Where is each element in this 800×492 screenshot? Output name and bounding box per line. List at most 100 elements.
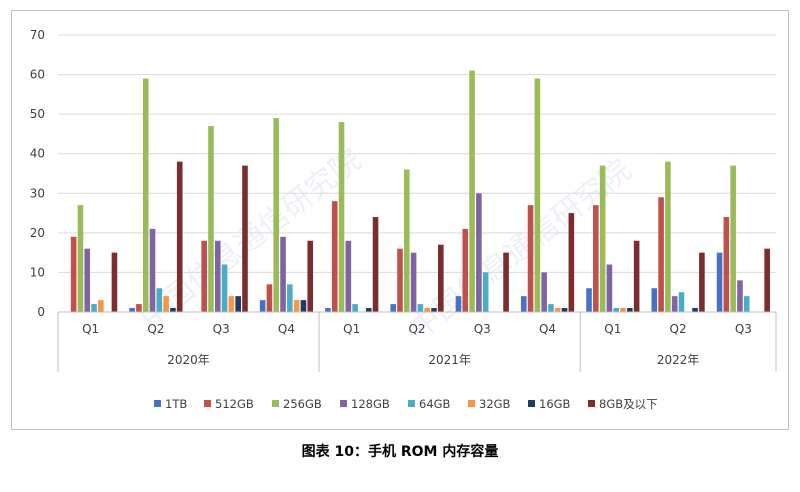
y-tick-label: 0 <box>37 305 45 319</box>
x-tick-label: Q2 <box>147 322 164 336</box>
bar <box>527 205 534 312</box>
legend-label: 1TB <box>165 397 187 411</box>
bar <box>482 272 489 312</box>
bar <box>136 304 142 312</box>
bar <box>651 288 658 312</box>
bar <box>561 308 568 312</box>
bar <box>365 308 372 312</box>
bar <box>214 240 221 312</box>
bar <box>111 252 118 312</box>
legend-swatch <box>272 400 279 407</box>
bar <box>372 217 379 312</box>
legend: 1TB 512GB 256GB 128GB 64GB 32GB 16GB 8GB及以下 <box>154 397 658 411</box>
y-tick-label: 40 <box>30 147 45 161</box>
legend-label: 512GB <box>215 397 254 411</box>
bar <box>280 236 286 312</box>
bar <box>554 308 561 312</box>
bar <box>242 165 248 312</box>
bar <box>627 308 633 312</box>
bar <box>599 165 606 312</box>
bar <box>431 308 437 312</box>
y-tick-label: 50 <box>30 107 45 121</box>
bar <box>633 240 640 312</box>
group-label: 2022年 <box>657 353 700 367</box>
bar <box>692 308 698 312</box>
bar <box>737 280 743 312</box>
bar <box>699 252 705 312</box>
y-tick-label: 30 <box>30 186 45 200</box>
bar <box>221 264 228 312</box>
bar <box>764 248 770 312</box>
y-tick-label: 10 <box>30 265 45 279</box>
y-tick-label: 60 <box>30 68 45 82</box>
bar <box>300 300 307 312</box>
x-tick-label: Q3 <box>735 322 752 336</box>
bar <box>716 252 723 312</box>
bar <box>586 288 592 312</box>
bar <box>404 169 410 312</box>
bar <box>397 248 403 312</box>
bar <box>462 228 469 312</box>
bar <box>730 165 736 312</box>
bar <box>345 240 352 312</box>
bar <box>723 217 730 312</box>
bar <box>606 264 613 312</box>
x-tick-label: Q3 <box>213 322 230 336</box>
legend-label: 8GB及以下 <box>599 397 658 411</box>
bar <box>613 308 620 312</box>
bar <box>455 296 462 312</box>
legend-swatch <box>408 400 415 407</box>
bar <box>129 308 135 312</box>
x-tick-label: Q2 <box>408 322 425 336</box>
y-tick-label: 70 <box>30 28 45 42</box>
legend-label: 128GB <box>351 397 390 411</box>
x-tick-label: Q1 <box>343 322 360 336</box>
legend-swatch <box>588 400 595 407</box>
bar <box>176 161 183 312</box>
x-tick-label: Q4 <box>278 322 295 336</box>
x-tick-label: Q2 <box>670 322 687 336</box>
bar <box>163 296 169 312</box>
bar <box>266 284 273 312</box>
bar <box>228 296 235 312</box>
y-tick-label: 20 <box>30 226 45 240</box>
bar <box>620 308 626 312</box>
bar <box>438 244 444 312</box>
legend-swatch <box>468 400 475 407</box>
bar <box>70 236 77 312</box>
bar <box>390 304 396 312</box>
bar <box>469 70 475 312</box>
bar <box>541 272 547 312</box>
bar <box>534 78 541 312</box>
x-tick-label: Q3 <box>474 322 491 336</box>
bar <box>156 288 163 312</box>
bar <box>149 228 156 312</box>
x-tick-label: Q1 <box>82 322 99 336</box>
legend-swatch <box>204 400 211 407</box>
axes: 0 10 20 30 40 50 60 70 Q1 Q2 Q3 Q4 2020年 Q1 Q2 Q3 Q4 2021… <box>30 28 777 372</box>
bar <box>208 126 214 312</box>
bar <box>77 205 84 312</box>
bar <box>568 213 575 312</box>
bar <box>259 300 266 312</box>
bar <box>84 248 91 312</box>
x-tick-label: Q4 <box>539 322 556 336</box>
bar <box>665 161 671 312</box>
legend-label: 256GB <box>283 397 322 411</box>
bar <box>273 118 280 312</box>
bar <box>424 308 430 312</box>
bar <box>417 304 424 312</box>
bar <box>503 252 509 312</box>
bar <box>331 201 338 312</box>
bar <box>142 78 149 312</box>
bar <box>235 296 241 312</box>
bar <box>658 197 664 312</box>
bar <box>98 300 104 312</box>
bar <box>678 292 685 312</box>
legend-swatch <box>340 400 347 407</box>
bar <box>307 240 314 312</box>
legend-swatch <box>528 400 535 407</box>
legend-label: 64GB <box>419 397 451 411</box>
bar <box>338 122 345 312</box>
